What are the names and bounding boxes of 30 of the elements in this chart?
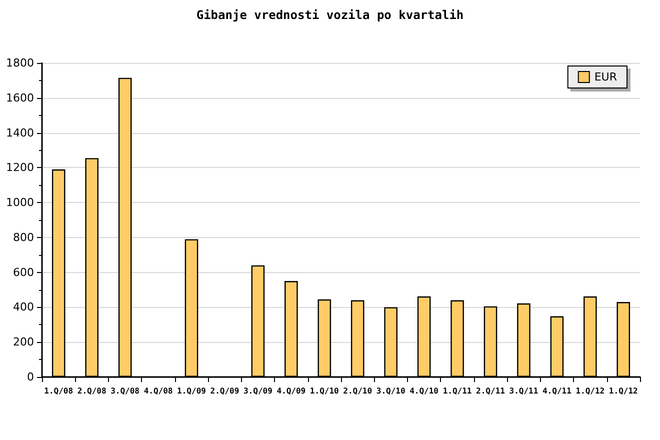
x-tick-label: 3.Q/08	[110, 386, 140, 396]
x-tick-label: 2.Q/10	[343, 386, 372, 396]
x-tick-label: 4.Q/11	[542, 386, 572, 396]
y-tick-label: 1200	[6, 161, 34, 174]
y-tick-label: 1600	[6, 91, 34, 104]
x-tick-label: 3.Q/10	[376, 386, 406, 396]
x-tick-label: 2.Q/09	[210, 386, 240, 396]
x-tick-label: 1.Q/09	[177, 386, 206, 396]
x-tick-label: 2.Q/08	[77, 386, 106, 396]
y-tick-label: 400	[13, 300, 34, 314]
x-tick-label: 4.Q/10	[410, 386, 439, 396]
legend-label: EUR	[594, 70, 618, 84]
x-tick-label: 3.Q/11	[509, 386, 538, 396]
x-tick-label: 1.Q/08	[44, 386, 74, 396]
x-tick-label: 4.Q/09	[276, 386, 306, 396]
x-tick-label: 1.Q/11	[442, 386, 472, 396]
y-tick-label: 800	[13, 230, 34, 244]
x-tick-label: 3.Q/09	[243, 386, 273, 396]
y-tick-label: 200	[13, 336, 34, 349]
x-tick-label: 1.Q/12	[608, 386, 638, 396]
y-tick-label: 600	[13, 266, 34, 279]
y-tick-label: 1800	[6, 56, 34, 70]
y-tick-label: 1000	[6, 196, 34, 210]
x-tick-label: 4.Q/08	[144, 386, 173, 396]
x-tick-label: 1.Q/12	[576, 386, 605, 396]
y-tick-label: 1400	[6, 126, 34, 140]
chart-title: Gibanje vrednosti vozila po kvartalih	[196, 8, 464, 22]
x-tick-label: 2.Q/11	[476, 386, 506, 396]
x-tick-label: 1.Q/10	[310, 386, 340, 396]
y-tick-label: 0	[27, 370, 34, 384]
